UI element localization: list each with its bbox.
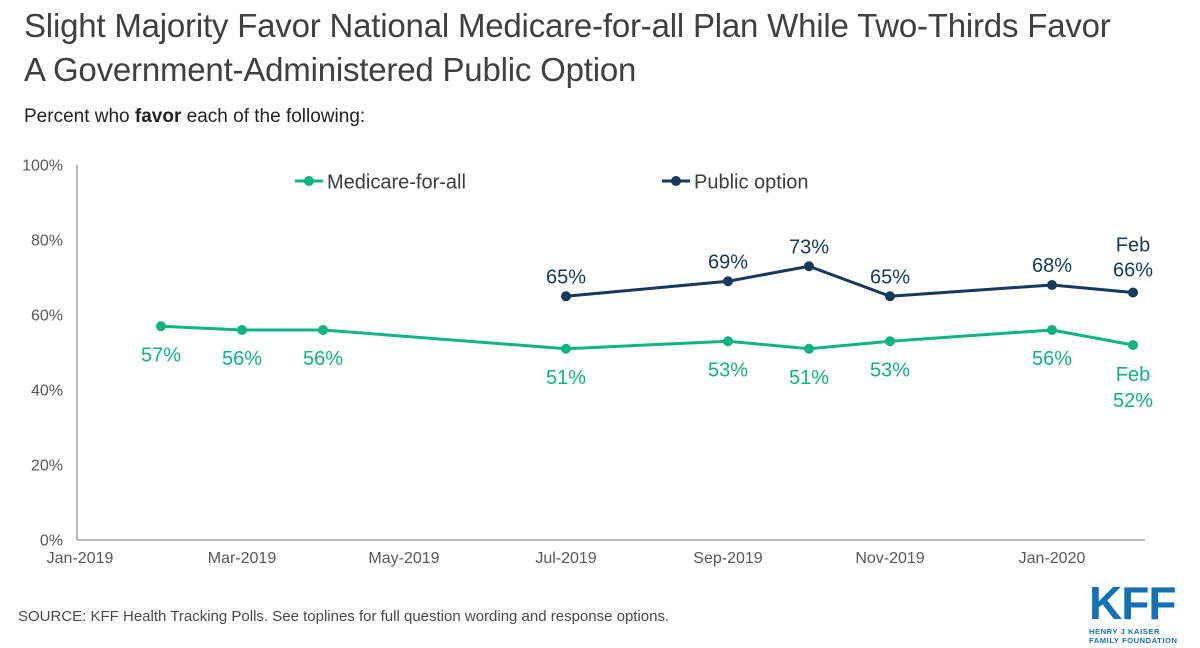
subtitle-prefix: Percent who [24,106,135,127]
data-point-marker [1128,287,1138,298]
data-point-marker [237,325,247,335]
kff-logo-line2: FAMILY FOUNDATION [1089,636,1178,646]
y-axis-tick-label: 100% [22,158,63,175]
data-point-marker [1047,325,1057,335]
line-chart: 0% 20% 40% 60% 80% 100% Jan-2019 Mar-2019 May-20… [22,158,1153,568]
data-point-marker [1047,280,1057,290]
series-line [159,324,1135,351]
data-point-label: 69% [708,251,748,273]
data-point-label: 56% [303,348,343,370]
data-point-label: 68% [1032,255,1072,277]
x-axis-tick-label: Nov-2019 [855,550,924,567]
legend-item-label: Public option [694,172,809,194]
y-axis-tick-label: 40% [31,383,63,400]
data-point-marker [561,291,571,302]
data-point-label: 52% [1113,390,1153,412]
y-axis-tick-label: 20% [31,458,63,475]
y-axis-tick-label: 60% [31,308,63,325]
x-axis-tick-label: Jul-2019 [535,550,596,567]
subtitle-suffix: each of the following: [181,106,366,127]
data-point-marker [804,343,814,354]
data-point-label: 66% [1113,260,1153,282]
data-point-marker [561,343,571,354]
y-axis-tick-label: 80% [31,233,63,250]
subtitle-bold-word: favor [134,106,182,127]
legend-dot-marker [304,176,314,186]
data-point-label: 53% [870,359,910,381]
data-point-label: 53% [708,359,748,381]
chart-subtitle: Percent who favor each of the following: [24,106,365,128]
data-point-marker [156,321,166,332]
data-point-label: 73% [789,236,829,258]
page-title: Slight Majority Favor National Medicare-… [24,7,1111,88]
legend-item-label: Medicare-for-all [327,172,466,194]
data-point-label: Feb [1116,364,1150,386]
x-axis-tick-label: Jan-2020 [1019,550,1086,567]
source-note: SOURCE: KFF Health Tracking Polls. See t… [18,608,670,625]
legend-dot-marker [671,176,681,186]
x-axis-tick-label: Jan-2019 [47,550,114,567]
data-point-label: 65% [870,266,910,288]
y-axis-tick-label: 0% [40,533,63,550]
data-point-label: 51% [546,367,586,389]
data-point-label: 57% [141,344,181,366]
series-line [564,264,1135,298]
data-point-marker [723,276,733,287]
data-point-label: 56% [222,348,262,370]
data-point-marker [1128,340,1138,350]
x-axis-tick-label: Mar-2019 [208,550,277,567]
x-axis-tick-label: May-2019 [368,550,439,567]
data-point-label: 51% [789,367,829,389]
kff-logo: KFF HENRY J KAISER FAMILY FOUNDATION [1089,580,1189,645]
data-point-label: 56% [1032,348,1072,370]
data-point-label: 65% [546,266,586,288]
x-axis-tick-label: Sep-2019 [693,550,762,567]
data-point-marker [885,336,895,347]
data-point-marker [804,261,814,272]
data-point-marker [318,325,328,335]
data-point-marker [723,336,733,347]
kff-logo-acronym: KFF [1089,577,1176,629]
data-point-label: Feb [1116,235,1150,257]
data-point-marker [885,291,895,302]
kff-logo-line1: HENRY J KAISER [1089,627,1160,636]
